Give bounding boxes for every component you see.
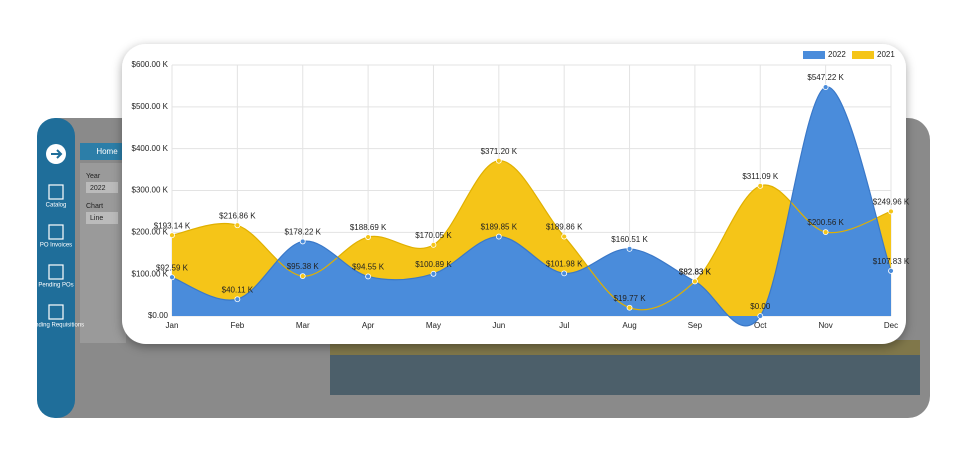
- x-tick-label: May: [426, 321, 441, 330]
- year-select[interactable]: [86, 182, 118, 193]
- chart-label: Chart: [86, 203, 103, 210]
- y-tick-label: $0.00: [148, 311, 169, 320]
- data-label: $311.09 K: [742, 172, 779, 181]
- point: [561, 270, 568, 277]
- data-label: $94.55 K: [352, 263, 385, 272]
- point: [692, 278, 698, 285]
- x-tick-label: Apr: [362, 321, 375, 330]
- data-label: $200.56 K: [807, 218, 844, 227]
- point: [430, 270, 437, 277]
- point: [822, 229, 829, 235]
- point: [365, 234, 371, 240]
- y-tick-label: $500.00 K: [132, 102, 169, 111]
- point: [365, 273, 371, 280]
- y-tick-label: $600.00 K: [132, 60, 169, 69]
- year-value: 2022: [90, 185, 106, 192]
- year-label: Year: [86, 173, 101, 180]
- point: [169, 274, 175, 281]
- point: [757, 313, 764, 319]
- point: [430, 241, 437, 248]
- point: [234, 296, 241, 303]
- point: [495, 233, 502, 240]
- chart-value: Line: [90, 215, 103, 222]
- chart: $0.00 $100.00 K $200.00 K $300.00 K $400.00 …: [132, 50, 910, 330]
- data-label: $249.96 K: [873, 198, 910, 207]
- legend-label: 2022: [828, 50, 846, 59]
- legend-label: 2021: [877, 50, 895, 59]
- nav-label: Pending Requisitions: [28, 323, 84, 329]
- nav-icon: [48, 264, 64, 280]
- data-label: $92.59 K: [156, 263, 189, 272]
- y-tick-label: $200.00 K: [132, 227, 169, 236]
- data-label: $101.98 K: [546, 259, 583, 268]
- data-label: $107.83 K: [873, 257, 910, 266]
- area: [172, 86, 891, 326]
- point: [561, 233, 568, 240]
- x-tick-label: Aug: [622, 321, 636, 330]
- arrow-icon: [51, 149, 63, 159]
- data-label: $160.51 K: [611, 235, 648, 244]
- data-label: $100.89 K: [415, 260, 452, 269]
- data-label: $82.83 K: [679, 267, 712, 276]
- point: [888, 208, 894, 215]
- background-chart-area: [330, 355, 920, 395]
- x-tick-label: Jul: [559, 321, 569, 330]
- data-label: $170.05 K: [415, 231, 452, 240]
- point: [626, 304, 633, 311]
- point: [822, 84, 829, 90]
- nav-label: PO Invoices: [40, 243, 72, 249]
- nav-icon: [48, 184, 64, 200]
- data-label: $40.11 K: [222, 285, 254, 294]
- chart-select[interactable]: [86, 212, 118, 224]
- point: [169, 232, 175, 239]
- data-label: $371.20 K: [481, 147, 518, 156]
- point: [299, 273, 306, 279]
- nav-icon: [48, 304, 64, 320]
- data-label: $193.14 K: [154, 221, 191, 230]
- nav-label: Catalog: [46, 203, 67, 209]
- y-tick-label: $400.00 K: [132, 144, 169, 153]
- data-label: $189.85 K: [481, 223, 518, 232]
- data-label: $547.22 K: [807, 73, 844, 82]
- nav-icon: [48, 224, 64, 240]
- nav-label: Pending POs: [38, 283, 73, 289]
- point: [888, 267, 894, 274]
- data-label: $82.83 K: [679, 267, 712, 276]
- x-tick-label: Jun: [492, 321, 505, 330]
- x-tick-label: Mar: [296, 321, 310, 330]
- data-label: $216.86 K: [219, 211, 256, 220]
- data-label: $0.00: [750, 302, 771, 311]
- sidebar: [37, 118, 75, 418]
- x-tick-label: Dec: [884, 321, 898, 330]
- point: [234, 222, 241, 229]
- tab-label: Home: [96, 147, 118, 156]
- x-tick-label: Oct: [754, 321, 767, 330]
- data-label: $19.77 K: [614, 294, 647, 303]
- legend-swatch: [852, 51, 874, 59]
- x-tick-label: Nov: [819, 321, 833, 330]
- data-label: $95.38 K: [287, 262, 320, 271]
- point: [495, 157, 502, 164]
- legend-swatch: [803, 51, 825, 59]
- x-tick-label: Sep: [688, 321, 703, 330]
- data-label: $189.86 K: [546, 223, 583, 232]
- point: [757, 182, 764, 189]
- point: [299, 238, 306, 245]
- y-tick-label: $300.00 K: [132, 186, 169, 195]
- data-label: $188.69 K: [350, 223, 387, 232]
- x-tick-label: Feb: [230, 321, 244, 330]
- data-label: $178.22 K: [284, 228, 321, 237]
- home-tab[interactable]: [80, 143, 135, 160]
- nav: Catalog PO Invoices Pending POs Pending Req…: [28, 184, 84, 329]
- x-tick-label: Jan: [166, 321, 179, 330]
- y-tick-label: $100.00 K: [132, 269, 169, 278]
- point: [626, 245, 633, 252]
